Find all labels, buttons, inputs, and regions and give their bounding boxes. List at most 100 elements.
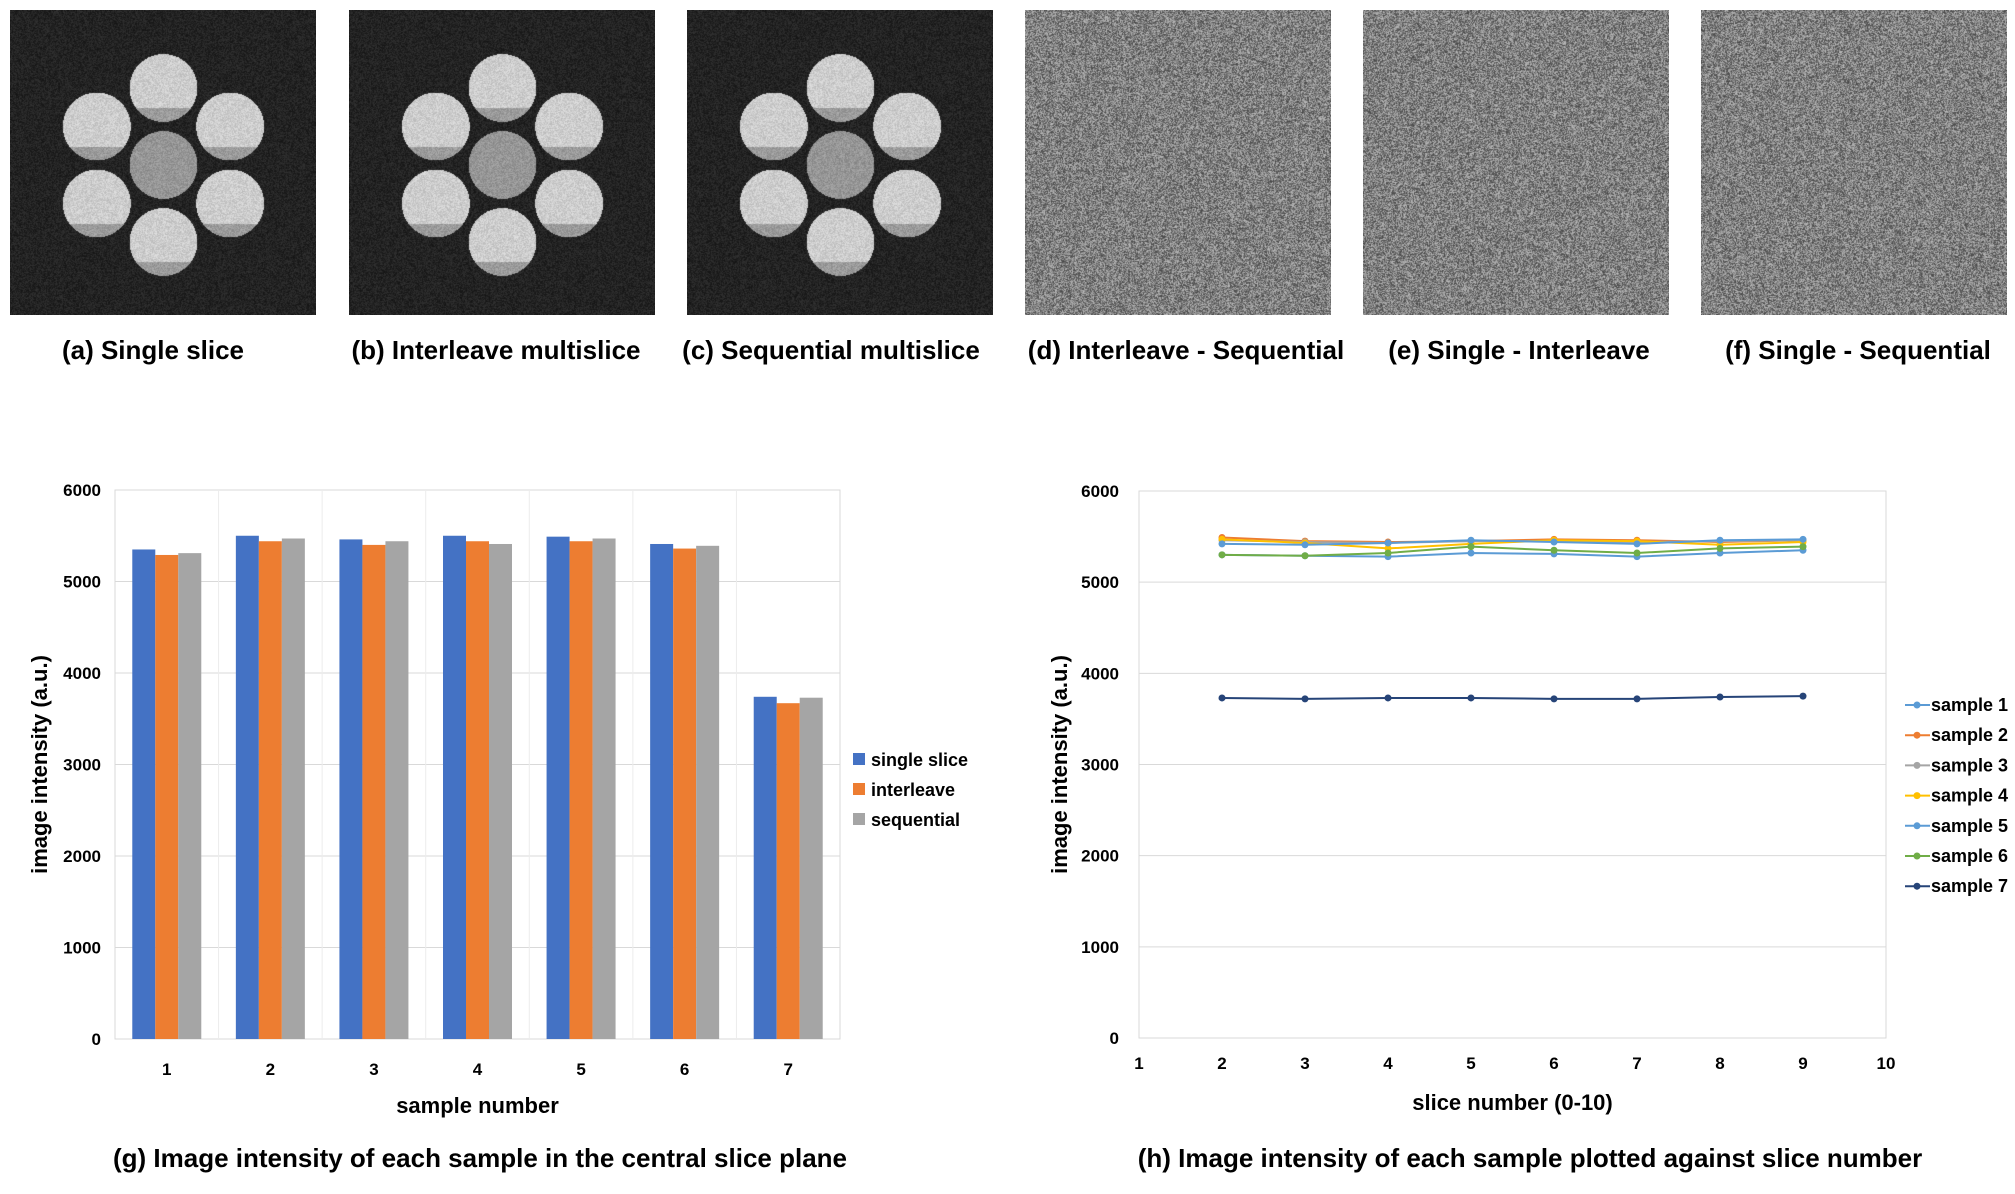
x-tick-label: 1 — [162, 1060, 171, 1079]
bar — [132, 549, 156, 1039]
data-point — [1799, 535, 1807, 543]
legend-label: sample 2 — [1931, 725, 2008, 745]
panel-image-e — [1363, 10, 1669, 315]
data-point — [1384, 539, 1392, 547]
panel-image-b — [349, 10, 655, 315]
y-tick-label: 1000 — [63, 939, 101, 958]
data-point — [1633, 549, 1641, 557]
data-point — [1716, 536, 1724, 544]
data-point — [1633, 540, 1641, 548]
data-point — [1550, 695, 1558, 703]
panel-image-c — [687, 10, 993, 315]
bar — [489, 543, 512, 1039]
panel-image-f — [1701, 10, 2007, 315]
bar — [696, 545, 720, 1039]
panel-image-a — [10, 10, 316, 315]
bar-chart: 0 1000 2000 3000 4000 5000 6000 1 2 3 4 5 6 7 sample n… — [27, 481, 968, 1118]
x-tick-label: 8 — [1715, 1054, 1724, 1073]
data-point — [1218, 540, 1226, 548]
data-point — [1550, 546, 1558, 554]
y-tick-label: 0 — [92, 1030, 101, 1049]
legend-label: sample 7 — [1931, 876, 2008, 896]
noise-image — [1701, 10, 2007, 315]
caption-line-chart: (h) Image intensity of each sample plott… — [1137, 1143, 1923, 1173]
y-tick-label: 4000 — [63, 664, 101, 683]
bar — [776, 703, 800, 1039]
data-point — [1633, 695, 1641, 703]
data-point — [1384, 549, 1392, 557]
bar — [235, 535, 259, 1039]
y-tick-label: 6000 — [63, 481, 101, 500]
y-tick-label: 2000 — [1081, 847, 1119, 866]
x-tick-label: 5 — [576, 1060, 585, 1079]
legend-marker — [1913, 792, 1921, 800]
x-tick-label: 2 — [1217, 1054, 1226, 1073]
legend-marker — [1913, 701, 1921, 709]
bar — [650, 543, 674, 1039]
y-tick-label: 1000 — [1081, 938, 1119, 957]
bar — [592, 538, 616, 1039]
bar — [281, 538, 305, 1039]
data-point — [1467, 549, 1475, 557]
y-tick-label: 0 — [1110, 1029, 1119, 1048]
panel-label-e: (e) Single - Interleave — [1388, 335, 1650, 365]
legend-swatch — [853, 813, 865, 825]
legend-label: sample 5 — [1931, 816, 2008, 836]
y-tick-label: 2000 — [63, 847, 101, 866]
data-point — [1301, 552, 1309, 560]
bar — [443, 535, 466, 1039]
x-tick-label: 5 — [1466, 1054, 1475, 1073]
legend-swatch — [853, 753, 865, 765]
y-tick-label: 5000 — [63, 573, 101, 592]
y-axis-title: image intensity (a.u.) — [27, 655, 52, 874]
bar — [569, 541, 593, 1039]
series-line — [1221, 538, 1804, 546]
legend-label: sample 6 — [1931, 846, 2008, 866]
x-tick-label: 10 — [1877, 1054, 1896, 1073]
bar — [178, 553, 202, 1039]
legend-label: sequential — [871, 810, 960, 830]
x-tick-label: 4 — [473, 1060, 483, 1079]
bar — [258, 541, 282, 1039]
bar — [546, 536, 570, 1039]
y-axis-title: image intensity (a.u.) — [1047, 655, 1072, 874]
noise-image — [1025, 10, 1331, 315]
legend-marker — [1913, 882, 1921, 890]
data-point — [1716, 693, 1724, 701]
y-tick-label: 6000 — [1081, 482, 1119, 501]
series-line — [1221, 545, 1804, 557]
x-tick-label: 1 — [1134, 1054, 1143, 1073]
data-point — [1716, 544, 1724, 552]
bar — [466, 541, 489, 1039]
x-tick-label: 6 — [1549, 1054, 1558, 1073]
bar — [339, 539, 363, 1039]
legend-label: sample 1 — [1931, 695, 2008, 715]
legend-label: single slice — [871, 750, 968, 770]
bar — [753, 696, 777, 1039]
y-tick-label: 4000 — [1081, 664, 1119, 683]
data-point — [1799, 692, 1807, 700]
legend-marker — [1913, 731, 1921, 739]
bar — [362, 544, 386, 1039]
x-axis-title: slice number (0-10) — [1412, 1090, 1613, 1115]
x-tick-label: 3 — [369, 1060, 378, 1079]
data-point — [1799, 543, 1807, 551]
panel-image-d — [1025, 10, 1331, 315]
x-tick-label: 7 — [1632, 1054, 1641, 1073]
legend-marker — [1913, 822, 1921, 830]
data-point — [1301, 695, 1309, 703]
legend-label: sample 4 — [1931, 786, 2008, 806]
y-tick-label: 3000 — [63, 756, 101, 775]
panel-label-a: (a) Single slice — [61, 335, 245, 365]
legend-swatch — [853, 783, 865, 795]
x-tick-label: 9 — [1798, 1054, 1807, 1073]
x-axis-title: sample number — [396, 1093, 559, 1118]
legend-label: interleave — [871, 780, 955, 800]
data-point — [1467, 543, 1475, 551]
bar — [385, 541, 409, 1039]
x-tick-label: 2 — [266, 1060, 275, 1079]
x-tick-label: 4 — [1383, 1054, 1393, 1073]
y-tick-label: 5000 — [1081, 573, 1119, 592]
line-chart: 0 1000 2000 3000 4000 5000 6000 1 2 3 4 5 6 7 8 9 10 slic… — [1047, 482, 2008, 1115]
legend-marker — [1913, 852, 1921, 860]
